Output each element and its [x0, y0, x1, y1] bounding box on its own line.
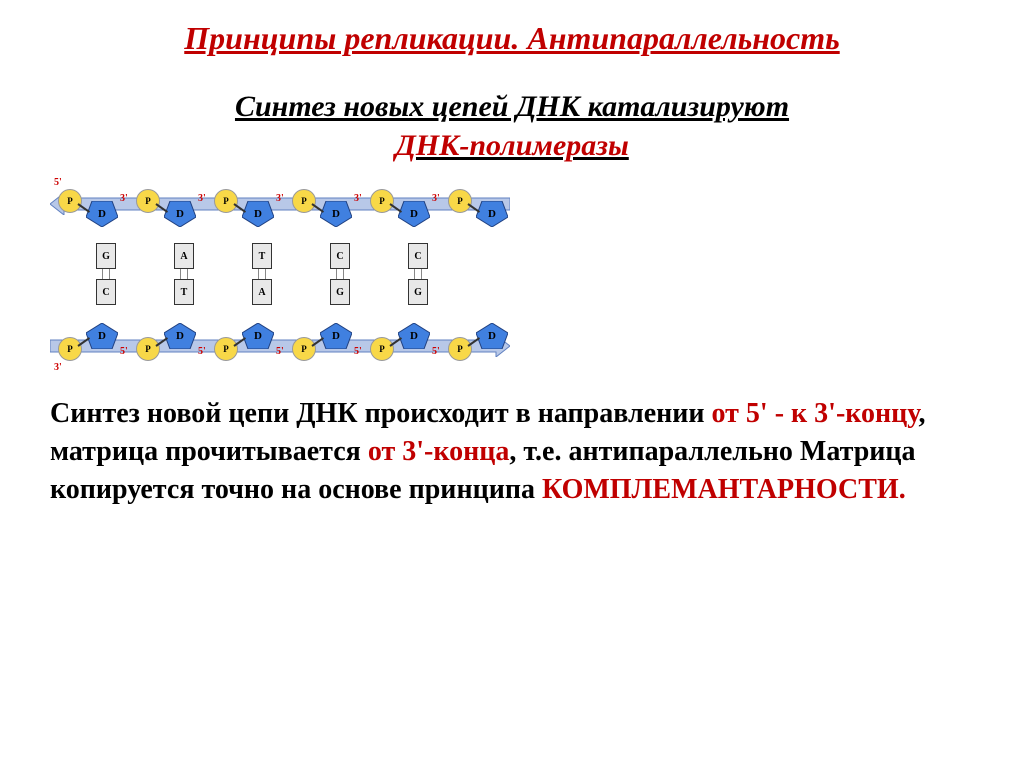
- top-strand: PD3'5'PD3'PD3'PD3'PD3'PD: [58, 187, 526, 247]
- sugar-icon: D: [476, 323, 508, 349]
- nucleotide-top: PD3': [292, 187, 370, 247]
- sugar-icon: D: [86, 201, 118, 227]
- nucleotide-bottom: PD: [448, 303, 526, 363]
- end-label-3: 3': [276, 193, 284, 204]
- phosphate-icon: P: [448, 189, 472, 213]
- end-label-3: 3': [198, 193, 206, 204]
- base-top: T: [252, 243, 272, 269]
- phosphate-icon: P: [292, 337, 316, 361]
- nucleotide-bottom: PD5': [136, 303, 214, 363]
- base-top: A: [174, 243, 194, 269]
- phosphate-icon: P: [448, 337, 472, 361]
- phosphate-icon: P: [214, 189, 238, 213]
- subtitle-line2: ДНК-полимеразы: [395, 129, 629, 162]
- nucleotide-bottom: PD5': [214, 303, 292, 363]
- subtitle: Синтез новых цепей ДНК катализируют ДНК-…: [30, 87, 994, 165]
- sugar-icon: D: [242, 323, 274, 349]
- end-label-3: 3': [120, 193, 128, 204]
- sugar-icon: D: [242, 201, 274, 227]
- end-label-5: 5': [54, 177, 62, 188]
- phosphate-icon: P: [136, 337, 160, 361]
- phosphate-icon: P: [214, 337, 238, 361]
- phosphate-icon: P: [370, 337, 394, 361]
- end-label-5: 5': [120, 346, 128, 357]
- base-bottom: G: [408, 279, 428, 305]
- nucleotide-top: PD3': [370, 187, 448, 247]
- phosphate-icon: P: [292, 189, 316, 213]
- end-label-5: 5': [198, 346, 206, 357]
- bottom-strand: PD5'3'PD5'PD5'PD5'PD5'PD: [58, 303, 526, 363]
- phosphate-icon: P: [58, 189, 82, 213]
- body-text-span: от 3'-конца: [368, 436, 510, 467]
- hydrogen-bond: [414, 269, 422, 279]
- base-bottom: T: [174, 279, 194, 305]
- sugar-icon: D: [320, 201, 352, 227]
- body-text-span: Синтез новой цепи ДНК происходит в напра…: [50, 398, 712, 429]
- phosphate-icon: P: [370, 189, 394, 213]
- body-text: Синтез новой цепи ДНК происходит в напра…: [30, 395, 994, 508]
- end-label-3: 3': [432, 193, 440, 204]
- dna-diagram: PD3'5'PD3'PD3'PD3'PD3'PD PD5'3'PD5'PD5'P…: [50, 185, 530, 365]
- base-top: C: [408, 243, 428, 269]
- subtitle-line1: Синтез новых цепей ДНК катализируют: [235, 90, 789, 123]
- page-title: Принципы репликации. Антипараллельность: [30, 20, 994, 57]
- sugar-icon: D: [164, 201, 196, 227]
- hydrogen-bond: [180, 269, 188, 279]
- end-label-5: 5': [276, 346, 284, 357]
- nucleotide-top: PD3': [136, 187, 214, 247]
- hydrogen-bond: [258, 269, 266, 279]
- nucleotide-bottom: PD5'3': [58, 303, 136, 363]
- sugar-icon: D: [476, 201, 508, 227]
- base-bottom: C: [96, 279, 116, 305]
- sugar-icon: D: [86, 323, 118, 349]
- base-top: G: [96, 243, 116, 269]
- end-label-5: 5': [432, 346, 440, 357]
- nucleotide-top: PD: [448, 187, 526, 247]
- sugar-icon: D: [320, 323, 352, 349]
- sugar-icon: D: [164, 323, 196, 349]
- sugar-icon: D: [398, 201, 430, 227]
- hydrogen-bond: [102, 269, 110, 279]
- nucleotide-bottom: PD5': [370, 303, 448, 363]
- end-label-5: 5': [354, 346, 362, 357]
- phosphate-icon: P: [136, 189, 160, 213]
- nucleotide-bottom: PD5': [292, 303, 370, 363]
- end-label-3: 3': [54, 362, 62, 373]
- phosphate-icon: P: [58, 337, 82, 361]
- nucleotide-top: PD3': [214, 187, 292, 247]
- nucleotide-top: PD3'5': [58, 187, 136, 247]
- body-text-span: от 5' - к 3'-концу: [712, 398, 919, 429]
- body-text-span: КОМПЛЕМАНТАРНОСТИ.: [542, 474, 906, 505]
- base-bottom: G: [330, 279, 350, 305]
- hydrogen-bond: [336, 269, 344, 279]
- base-top: C: [330, 243, 350, 269]
- base-bottom: A: [252, 279, 272, 305]
- sugar-icon: D: [398, 323, 430, 349]
- end-label-3: 3': [354, 193, 362, 204]
